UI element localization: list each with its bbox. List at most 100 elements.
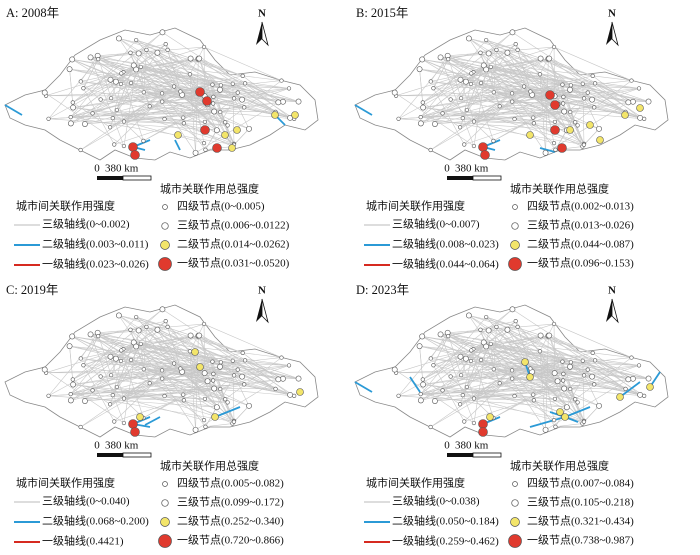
link xyxy=(468,315,489,331)
city-node xyxy=(159,306,166,313)
city-node xyxy=(556,408,564,416)
city-node xyxy=(110,393,115,398)
legend-label: 一级轴线(0.259~0.462) xyxy=(392,534,499,548)
link xyxy=(419,68,585,99)
city-node xyxy=(457,125,463,130)
legend-label: 二级轴线(0.068~0.200) xyxy=(42,514,149,528)
link xyxy=(72,309,163,380)
link xyxy=(70,352,243,395)
city-node xyxy=(243,358,248,363)
city-node xyxy=(621,111,629,119)
city-node xyxy=(231,419,237,424)
legend-node xyxy=(161,499,169,507)
link xyxy=(198,335,243,354)
link xyxy=(245,360,299,379)
city-node xyxy=(512,393,517,399)
link xyxy=(83,86,175,89)
city-node xyxy=(513,319,518,324)
link xyxy=(532,371,641,396)
scale-label: 380 km xyxy=(105,440,139,452)
city-node xyxy=(275,376,282,383)
city-node xyxy=(468,358,474,364)
city-node xyxy=(87,331,94,338)
link xyxy=(233,128,250,145)
city-node xyxy=(553,424,558,429)
city-node xyxy=(159,29,166,36)
city-node xyxy=(295,98,302,105)
link xyxy=(72,336,299,379)
scale-bar xyxy=(472,175,502,181)
city-node xyxy=(471,396,477,401)
link xyxy=(422,59,649,102)
city-node xyxy=(187,349,193,354)
city-node xyxy=(160,376,165,381)
legend-node xyxy=(510,517,520,527)
link xyxy=(244,83,284,103)
city-node xyxy=(218,386,223,392)
city-node xyxy=(163,42,168,47)
city-node xyxy=(568,83,573,88)
north-arrow xyxy=(611,298,619,324)
link xyxy=(539,351,546,430)
city-node xyxy=(223,120,228,125)
scale-bar xyxy=(472,452,502,458)
link xyxy=(420,116,585,146)
city-node xyxy=(116,312,122,319)
link xyxy=(548,58,593,77)
city-node xyxy=(575,123,580,128)
city-node xyxy=(416,343,423,350)
city-node xyxy=(291,111,299,119)
city-node xyxy=(545,90,555,100)
scale-bar xyxy=(97,453,123,457)
link xyxy=(244,83,291,119)
city-node xyxy=(172,361,177,366)
link xyxy=(434,388,571,402)
link xyxy=(70,388,215,395)
link xyxy=(512,32,645,120)
link xyxy=(69,68,235,99)
link xyxy=(563,373,595,385)
city-node xyxy=(46,116,51,121)
legend-label: 四级节点(0~0.005) xyxy=(177,200,265,213)
city-node xyxy=(531,398,537,403)
city-node xyxy=(568,360,573,365)
city-node xyxy=(218,83,223,88)
city-node xyxy=(616,393,624,401)
city-node xyxy=(471,143,477,149)
city-node xyxy=(203,147,208,152)
city-node xyxy=(590,73,595,78)
city-node xyxy=(46,393,51,398)
city-node xyxy=(478,80,484,86)
link xyxy=(595,83,649,102)
link xyxy=(587,369,641,396)
link xyxy=(488,309,513,331)
north-arrow xyxy=(261,298,269,324)
city-node xyxy=(528,89,533,94)
city-node xyxy=(585,90,590,95)
city-node xyxy=(70,377,75,382)
city-node xyxy=(458,373,464,378)
legend-label: 四级节点(0.005~0.082) xyxy=(177,477,284,490)
legend-label: 三级节点(0.013~0.026) xyxy=(527,219,634,232)
link xyxy=(72,59,228,126)
link xyxy=(473,86,525,122)
city-node xyxy=(162,116,167,122)
legend-title: 城市关联作用总强度 xyxy=(510,459,609,473)
link xyxy=(555,369,589,427)
city-node xyxy=(112,355,119,362)
legend-label: 二级节点(0.252~0.340) xyxy=(177,515,284,528)
city-node xyxy=(218,360,223,365)
city-node xyxy=(286,363,292,368)
link xyxy=(183,89,221,118)
city-node xyxy=(114,107,120,113)
city-node xyxy=(118,358,124,364)
link xyxy=(165,44,181,92)
legend-label: 三级轴线(0~0.007) xyxy=(392,217,480,231)
city-node xyxy=(70,104,77,111)
north-label: N xyxy=(608,285,616,297)
link xyxy=(123,121,205,144)
city-node xyxy=(585,367,590,372)
city-node xyxy=(213,127,220,134)
city-node xyxy=(218,109,223,115)
